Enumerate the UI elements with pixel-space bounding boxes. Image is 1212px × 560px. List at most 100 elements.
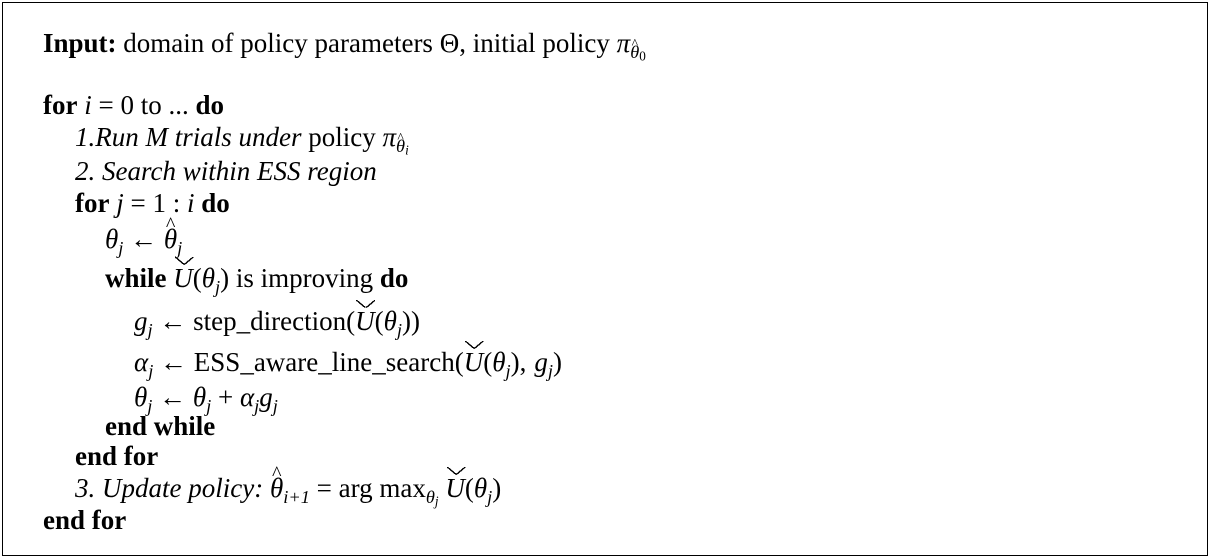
g-symbol: g xyxy=(259,382,273,412)
sub-j: j xyxy=(147,319,153,340)
step3-text: 3. Update policy: xyxy=(75,473,264,503)
sub-j: j xyxy=(177,237,183,258)
for-keyword: for xyxy=(75,188,110,218)
alpha-symbol: α xyxy=(239,382,255,412)
is-improving: is improving xyxy=(235,263,374,293)
theta-symbol: θ xyxy=(105,224,119,254)
sub-j: j xyxy=(148,360,154,381)
rparen: ) xyxy=(401,306,411,336)
theta-subscript-i: i xyxy=(405,142,409,158)
step-direction-line: gj ← step_direction(U(θj)) xyxy=(134,300,420,339)
comma: , xyxy=(519,347,527,377)
step1-line: 1.Run M trials under policy πθi xyxy=(75,122,409,157)
U-hat: U xyxy=(445,467,466,503)
sub-j: j xyxy=(396,319,402,340)
rparen: ) xyxy=(553,347,563,377)
theta-init-line: θj ← θj xyxy=(105,215,182,257)
do-keyword: do xyxy=(201,188,230,218)
g-symbol: g xyxy=(134,306,148,336)
end-while-keyword: end while xyxy=(105,411,216,441)
U-hat: U xyxy=(355,300,375,336)
theta-symbol: θ xyxy=(134,382,148,412)
alpha-symbol: α xyxy=(134,347,149,377)
update-theta-line: θj ← θj + αjgj xyxy=(134,382,278,416)
plus-sign: + xyxy=(218,382,234,412)
sub-j: j xyxy=(215,276,221,297)
sub-j: j xyxy=(272,395,278,416)
do-keyword: do xyxy=(195,90,225,120)
step2-text: 2. Search within ESS region xyxy=(75,156,377,186)
inner-end-for-line: end for xyxy=(75,443,158,470)
argmax-operator: arg max xyxy=(338,473,426,503)
U-hat: U xyxy=(463,341,484,377)
var-i: i xyxy=(84,90,92,120)
sub-j: j xyxy=(147,395,153,416)
theta-symbol: θ xyxy=(383,306,397,336)
input-label: Input: xyxy=(43,28,117,58)
U-hat: U xyxy=(173,257,194,293)
theta-symbol: θ xyxy=(425,486,435,507)
step1-text-2: trials under xyxy=(174,122,302,152)
sub-j: j xyxy=(505,360,511,381)
input-text: domain of policy parameters Θ, initial p… xyxy=(123,28,610,58)
step-direction-fn: step_direction xyxy=(193,306,347,336)
lparen: ( xyxy=(192,263,202,293)
assign-arrow: ← xyxy=(159,306,187,336)
theta-symbol: θ xyxy=(492,347,506,377)
step2-line: 2. Search within ESS region xyxy=(75,158,377,185)
ess-line-search-fn: ESS_aware_line_search xyxy=(193,347,455,377)
policy-word: policy xyxy=(308,122,376,152)
var-M: M xyxy=(145,122,169,152)
g-symbol: g xyxy=(534,347,548,377)
equals-sign: = xyxy=(316,473,332,503)
theta-symbol: θ xyxy=(473,473,488,503)
lparen: ( xyxy=(464,473,474,503)
rparen: ) xyxy=(492,473,502,503)
assign-arrow: ← xyxy=(159,382,187,412)
input-line: Input: domain of policy parameters Θ, in… xyxy=(43,28,646,63)
sub-j: j xyxy=(434,493,439,509)
lparen: ( xyxy=(374,306,384,336)
sub-j: j xyxy=(487,486,493,507)
rparen: ) xyxy=(220,263,230,293)
while-keyword: while xyxy=(105,263,167,293)
pi-symbol: π xyxy=(616,28,631,58)
pi-subscript: θ0 xyxy=(630,41,646,64)
end-while-line: end while xyxy=(105,413,215,440)
end-for-keyword: end for xyxy=(43,505,127,535)
outer-range: 0 to ... xyxy=(120,90,189,120)
argmax-subscript: θj xyxy=(425,486,439,509)
step3-line: 3. Update policy: θi+1 = arg maxθj U(θj) xyxy=(75,464,502,507)
assign-arrow: ← xyxy=(130,224,158,254)
line-search-line: αj ← ESS_aware_line_search(U(θj), gj) xyxy=(134,341,563,380)
theta-hat: θ xyxy=(270,464,283,502)
theta-symbol: θ xyxy=(201,263,216,293)
inner-range: 1 : xyxy=(152,188,181,218)
do-keyword: do xyxy=(379,263,409,293)
rparen: ) xyxy=(510,347,520,377)
for-keyword: for xyxy=(43,90,78,120)
rparen: ) xyxy=(410,306,420,336)
sub-j: j xyxy=(254,395,260,416)
inner-for-line: for j = 1 : i do xyxy=(75,190,230,217)
outer-end-for-line: end for xyxy=(43,507,126,534)
theta-symbol: θ xyxy=(192,382,207,412)
theta-hat: θ xyxy=(164,215,177,253)
var-j: j xyxy=(116,188,124,218)
equals-sign: = xyxy=(130,188,146,218)
sub-j: j xyxy=(118,237,124,258)
theta-subscript-zero: 0 xyxy=(639,48,646,64)
sub-j: j xyxy=(547,360,554,381)
end-for-keyword: end for xyxy=(75,441,159,471)
var-i: i xyxy=(187,188,195,218)
pi-subscript: θi xyxy=(396,135,409,158)
lparen: ( xyxy=(346,306,356,336)
lparen: ( xyxy=(454,347,464,377)
lparen: ( xyxy=(483,347,493,377)
while-line: while U(θj) is improving do xyxy=(105,257,409,296)
sub-i-plus-1: i+1 xyxy=(283,486,310,507)
equals-sign: = xyxy=(98,90,114,120)
step1-text: 1.Run xyxy=(75,122,139,152)
pi-symbol: π xyxy=(382,122,397,152)
